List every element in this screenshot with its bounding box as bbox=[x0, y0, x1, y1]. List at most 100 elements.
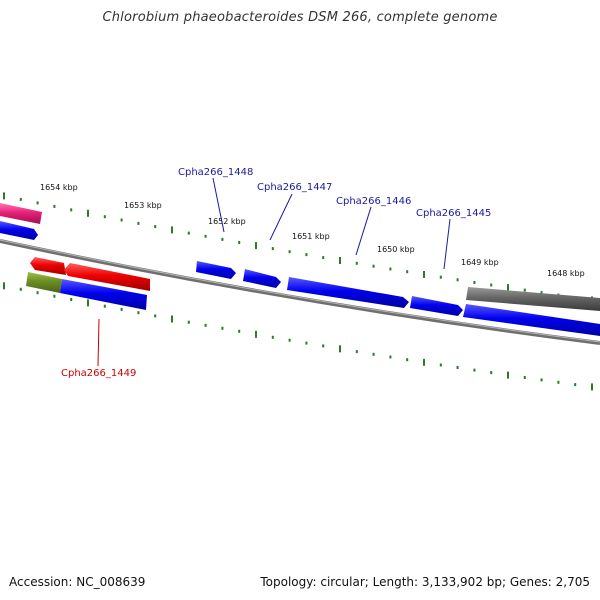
minor-tick bbox=[490, 371, 493, 375]
minor-tick bbox=[187, 231, 190, 235]
kbp-label-1651: 1651 kbp bbox=[292, 232, 330, 241]
minor-tick bbox=[154, 225, 157, 229]
major-tick bbox=[255, 330, 257, 338]
minor-tick bbox=[238, 241, 241, 244]
gene-label-1447: Cpha266_1447 bbox=[257, 182, 332, 193]
minor-tick bbox=[540, 378, 543, 382]
minor-tick bbox=[19, 287, 22, 291]
kbp-label-1649: 1649 kbp bbox=[461, 258, 499, 267]
gene-cpha266-1449[interactable] bbox=[64, 263, 150, 291]
genome-summary-text: Topology: circular; Length: 3,133,902 bp… bbox=[260, 575, 590, 589]
minor-tick bbox=[70, 208, 73, 212]
minor-tick bbox=[523, 288, 526, 292]
major-tick bbox=[171, 226, 173, 234]
forward-gene-track bbox=[0, 203, 600, 336]
minor-tick bbox=[473, 281, 476, 284]
minor-tick bbox=[456, 366, 459, 369]
minor-tick bbox=[271, 335, 274, 339]
kbp-labels: 1654 kbp 1653 kbp 1652 kbp 1651 kbp 1650… bbox=[40, 183, 585, 278]
gene-cpha266-1447[interactable] bbox=[243, 269, 281, 288]
accession-text: Accession: NC_008639 bbox=[9, 575, 146, 589]
major-tick bbox=[423, 358, 425, 366]
major-tick bbox=[591, 383, 593, 391]
reverse-gene-track bbox=[26, 257, 150, 310]
gene-label-1446: Cpha266_1446 bbox=[336, 196, 411, 207]
gene-arrow-right[interactable] bbox=[463, 304, 600, 336]
minor-tick bbox=[154, 314, 157, 318]
minor-tick bbox=[540, 291, 543, 295]
rna-gene[interactable] bbox=[0, 203, 42, 224]
minor-tick bbox=[288, 250, 291, 254]
misc-feature[interactable] bbox=[26, 272, 62, 293]
major-tick bbox=[255, 242, 257, 250]
minor-tick bbox=[120, 307, 123, 311]
minor-tick bbox=[137, 221, 140, 225]
minor-tick bbox=[372, 352, 375, 356]
minor-tick bbox=[204, 323, 207, 327]
minor-tick bbox=[490, 283, 493, 287]
minor-tick bbox=[221, 326, 224, 330]
minor-tick bbox=[53, 294, 56, 298]
pseudo-gene[interactable] bbox=[466, 287, 600, 311]
minor-tick bbox=[103, 215, 106, 219]
genome-backbone bbox=[0, 239, 600, 345]
minor-tick bbox=[204, 234, 207, 238]
major-tick bbox=[87, 209, 89, 217]
gene-cpha266-1445[interactable] bbox=[410, 296, 463, 316]
kbp-label-1648: 1648 kbp bbox=[547, 269, 585, 278]
gene-reverse-blue[interactable] bbox=[60, 279, 147, 310]
minor-tick bbox=[238, 329, 241, 333]
major-tick bbox=[423, 271, 425, 278]
minor-tick bbox=[137, 311, 140, 315]
kbp-label-1650: 1650 kbp bbox=[377, 245, 415, 254]
kbp-label-1652: 1652 kbp bbox=[208, 217, 246, 226]
minor-tick bbox=[322, 344, 325, 348]
minor-tick bbox=[406, 358, 409, 362]
major-tick bbox=[3, 192, 5, 200]
inner-tick-track bbox=[3, 282, 593, 391]
gene-arrow[interactable] bbox=[0, 221, 38, 240]
minor-tick bbox=[187, 320, 190, 324]
minor-tick bbox=[557, 380, 560, 384]
minor-tick bbox=[70, 298, 73, 301]
minor-tick bbox=[36, 291, 39, 295]
minor-tick bbox=[456, 278, 459, 282]
minor-tick bbox=[120, 218, 123, 222]
minor-tick bbox=[523, 376, 526, 379]
minor-tick bbox=[355, 261, 358, 265]
minor-tick bbox=[288, 338, 291, 342]
minor-tick bbox=[305, 341, 308, 345]
major-tick bbox=[339, 257, 341, 264]
major-tick bbox=[339, 345, 341, 353]
kbp-label-1653: 1653 kbp bbox=[124, 201, 162, 210]
minor-tick bbox=[574, 383, 577, 387]
kbp-label-1654: 1654 kbp bbox=[40, 183, 78, 192]
map-title: Chlorobium phaeobacteroides DSM 266, com… bbox=[102, 10, 498, 25]
gene-cpha266-1448[interactable] bbox=[196, 261, 236, 279]
minor-tick bbox=[271, 247, 274, 251]
minor-tick bbox=[355, 350, 358, 354]
major-tick bbox=[507, 371, 509, 379]
minor-tick bbox=[103, 304, 106, 308]
minor-tick bbox=[389, 355, 392, 359]
label-leaders bbox=[97, 177, 451, 367]
minor-tick bbox=[19, 197, 22, 201]
minor-tick bbox=[439, 275, 442, 279]
major-tick bbox=[507, 284, 509, 292]
minor-tick bbox=[322, 256, 325, 260]
minor-tick bbox=[53, 204, 56, 208]
minor-tick bbox=[372, 264, 375, 268]
gene-label-1448: Cpha266_1448 bbox=[178, 167, 253, 178]
gene-cpha266-1446[interactable] bbox=[287, 277, 409, 308]
minor-tick bbox=[473, 368, 476, 372]
minor-tick bbox=[305, 253, 308, 257]
major-tick bbox=[171, 315, 173, 323]
minor-tick bbox=[439, 363, 442, 367]
minor-tick bbox=[221, 237, 224, 241]
gene-label-1449: Cpha266_1449 bbox=[61, 368, 136, 379]
major-tick bbox=[3, 282, 5, 290]
gene-reverse-small[interactable] bbox=[30, 257, 66, 275]
minor-tick bbox=[406, 270, 409, 274]
minor-tick bbox=[389, 267, 392, 271]
